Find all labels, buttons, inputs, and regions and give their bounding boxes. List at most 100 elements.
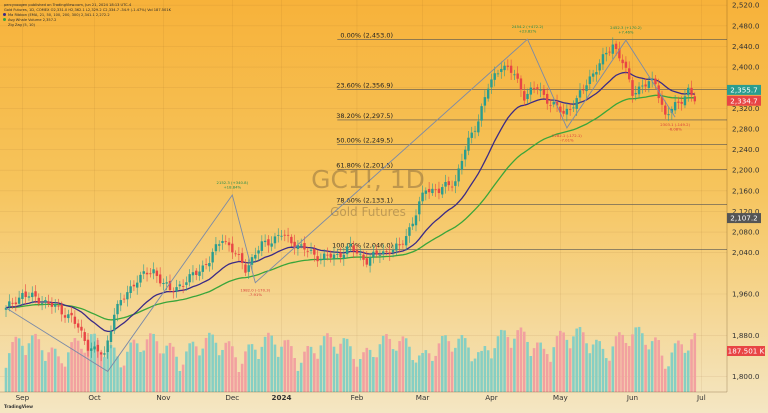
volume-bar	[460, 335, 464, 392]
volume-bar	[227, 341, 231, 392]
volume-bar	[21, 345, 24, 392]
candle-body	[103, 353, 106, 355]
volume-bar	[663, 368, 667, 392]
candle-body	[408, 227, 411, 236]
candle-body	[319, 259, 323, 261]
candle-body	[411, 223, 414, 227]
candle-body	[670, 108, 674, 113]
volume-bar	[326, 333, 329, 392]
volume-bar	[253, 349, 257, 392]
volume-bar	[388, 338, 392, 392]
candle-body	[460, 160, 464, 170]
volume-bar	[526, 341, 529, 392]
volume-bar	[244, 351, 247, 392]
price-axis-tick: 2,040.0	[732, 248, 760, 257]
volume-bar	[470, 361, 474, 392]
candle-body	[562, 110, 565, 114]
candle-body	[63, 315, 67, 318]
volume-bar	[568, 348, 572, 392]
candle-body	[254, 254, 257, 259]
candle-body	[309, 249, 313, 251]
volume-bar	[401, 336, 405, 392]
volume-bar	[545, 354, 549, 392]
volume-bar	[349, 346, 352, 392]
volume-bar	[293, 358, 296, 392]
candle-body	[224, 241, 227, 243]
candle-body	[296, 245, 300, 249]
avg-whale-volume-legend[interactable]: Avg Whale Volume 2,357.2	[8, 18, 57, 22]
candle-body	[480, 106, 483, 121]
zigzag-annotation-pct: -7.01%	[560, 137, 574, 142]
volume-bar	[132, 339, 136, 392]
candle-body	[234, 253, 237, 255]
candle-body	[690, 87, 693, 96]
candle-body	[349, 243, 352, 246]
volume-bar	[454, 347, 457, 392]
volume-bar	[149, 333, 152, 392]
candle-body	[172, 291, 175, 293]
candle-body	[578, 90, 582, 98]
price-axis-tick: 1,880.0	[732, 331, 760, 340]
candle-body	[260, 241, 264, 251]
candle-body	[267, 239, 270, 246]
volume-bar	[355, 366, 359, 392]
volume-bar	[316, 358, 319, 392]
candle-body	[585, 85, 588, 92]
volume-bar	[145, 339, 149, 392]
candle-body	[568, 109, 572, 111]
volume-bar	[486, 350, 490, 392]
zigzag-legend[interactable]: Zig Zag (5, 10)	[8, 23, 35, 27]
volume-bar	[683, 352, 687, 392]
candle-body	[240, 253, 244, 263]
volume-bar	[194, 346, 198, 392]
time-axis-tick: Mar	[416, 393, 430, 402]
candle-body	[126, 292, 129, 300]
volume-bar	[250, 344, 254, 392]
candle-body	[559, 106, 562, 113]
volume-bar	[162, 353, 165, 392]
tradingview-logo: TradingView	[4, 404, 34, 409]
price-tag	[727, 84, 761, 95]
volume-bar	[267, 332, 270, 392]
candle-body	[316, 256, 319, 262]
candle-body	[467, 137, 470, 151]
volume-bar	[601, 348, 605, 392]
volume-bar	[352, 358, 355, 392]
fib-level-label: 61.80% (2,201.5)	[336, 161, 393, 169]
candle-body	[345, 246, 349, 255]
zigzag-annotation: 2303.1 (-149.2)	[660, 122, 690, 127]
volume-bar	[30, 335, 34, 392]
volume-bar	[516, 330, 519, 392]
volume-bar	[119, 367, 123, 392]
candle-body	[227, 242, 231, 246]
candle-body	[526, 93, 529, 100]
volume-bar	[431, 360, 434, 392]
time-axis-tick: Sep	[16, 393, 30, 402]
candle-body	[136, 282, 139, 288]
candle-body	[277, 234, 280, 236]
fib-level-label: 50.00% (2,249.5)	[336, 137, 393, 145]
candle-body	[450, 186, 454, 188]
ma-ribbon-legend[interactable]: Ma Ribbon (EMA, 21, 50, 100, 200, 300) 2…	[8, 13, 110, 17]
candle-body	[470, 132, 473, 138]
volume-bar	[634, 327, 638, 392]
candle-body	[250, 257, 254, 265]
volume-bar	[24, 355, 27, 392]
volume-bar	[693, 333, 697, 392]
volume-bar	[96, 340, 100, 392]
candle-body	[40, 303, 44, 304]
candle-body	[165, 282, 168, 284]
symbol-ohlc-line: Gold Futures, 1D, COMEX O2,331.0 H2,362.…	[4, 8, 171, 12]
candle-body	[529, 87, 532, 95]
zigzag-line	[5, 38, 676, 373]
zigzag-annotation: 2454.2 (+472.2)	[512, 24, 544, 29]
volume-tag-label: 187.501 K	[728, 347, 765, 356]
volume-bar	[549, 361, 552, 392]
volume-bar	[621, 334, 624, 392]
candle-body	[83, 332, 86, 341]
volume-bar	[208, 332, 211, 392]
volume-bar	[595, 339, 598, 392]
volume-bar	[270, 335, 273, 392]
volume-bar	[513, 338, 516, 392]
